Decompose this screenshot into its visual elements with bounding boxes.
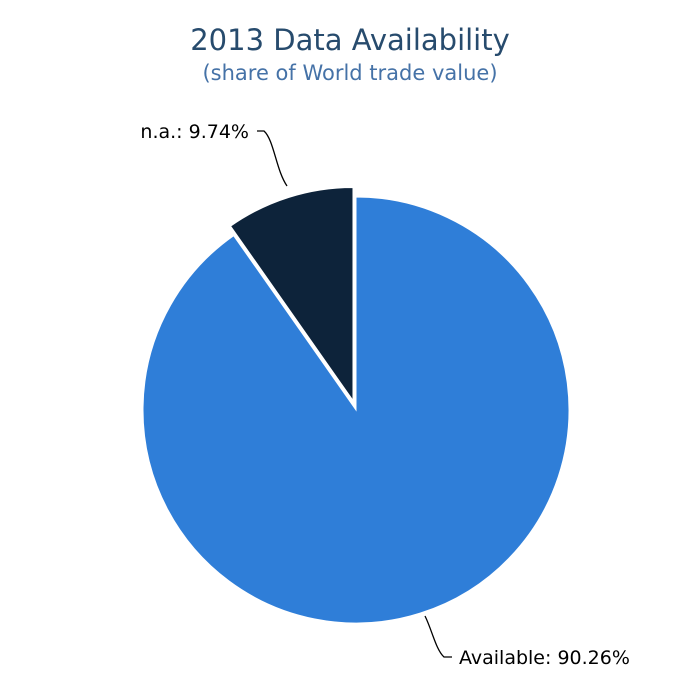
- connector-n-a: [257, 130, 288, 187]
- pie-slice-n-a[interactable]: [229, 186, 354, 403]
- pie-labels: n.a.: 9.74% Available: 90.26%: [140, 121, 629, 669]
- data-label-n-a: n.a.: 9.74%: [140, 121, 249, 143]
- chart-subtitle: (share of World trade value): [202, 61, 497, 85]
- connector-available: [424, 615, 452, 658]
- pie-slice-available[interactable]: [142, 196, 570, 624]
- data-label-available: Available: 90.26%: [459, 647, 630, 669]
- chart-title: 2013 Data Availability: [190, 23, 510, 57]
- pie-slices: [142, 186, 570, 624]
